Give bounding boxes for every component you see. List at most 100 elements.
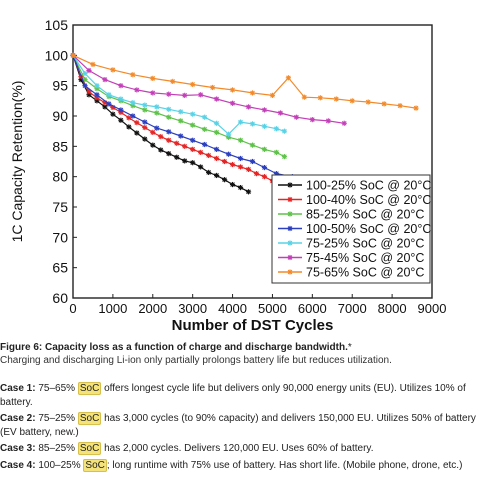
data-point xyxy=(245,189,252,195)
marker-stroke xyxy=(198,164,203,170)
data-point xyxy=(178,109,184,115)
marker-stroke xyxy=(246,167,251,172)
data-point xyxy=(229,87,236,93)
marker-stroke xyxy=(86,68,92,73)
data-point xyxy=(229,161,236,168)
marker-stroke xyxy=(262,147,267,152)
data-point xyxy=(178,118,184,124)
marker-stroke xyxy=(94,83,100,89)
marker-stroke xyxy=(118,117,124,123)
data-point xyxy=(126,115,132,121)
data-point xyxy=(166,129,172,135)
marker-stroke xyxy=(365,99,371,105)
data-point xyxy=(134,120,140,126)
marker-stroke xyxy=(325,118,331,124)
legend-entry: 100-25% SoC @ 20°C xyxy=(278,179,431,193)
marker-stroke xyxy=(333,96,339,102)
marker-stroke xyxy=(250,90,255,96)
marker-stroke xyxy=(287,211,293,217)
data-point xyxy=(214,172,220,179)
data-point xyxy=(381,101,387,107)
marker-stroke xyxy=(106,92,112,98)
legend-swatch-marker xyxy=(287,182,293,188)
marker-stroke xyxy=(170,79,176,84)
data-point xyxy=(325,118,331,124)
data-point xyxy=(301,94,307,100)
marker-stroke xyxy=(178,133,184,139)
soc-highlight: SoC xyxy=(77,412,102,425)
data-point xyxy=(190,146,196,152)
data-point xyxy=(277,110,284,116)
data-point xyxy=(249,90,256,96)
data-point xyxy=(190,160,196,166)
y-tick-label: 105 xyxy=(45,17,69,33)
marker-stroke xyxy=(246,189,251,195)
marker-stroke xyxy=(397,103,403,109)
data-point xyxy=(349,98,355,104)
data-point xyxy=(237,155,244,162)
data-point xyxy=(106,101,112,107)
data-point xyxy=(166,106,172,112)
marker-stroke xyxy=(238,185,243,190)
marker-stroke xyxy=(238,156,243,161)
marker-stroke xyxy=(341,120,347,126)
x-tick-label: 8000 xyxy=(378,301,407,316)
marker-stroke xyxy=(150,76,156,81)
marker-stroke xyxy=(262,123,267,129)
data-point xyxy=(170,78,176,85)
data-point xyxy=(206,169,212,176)
data-point xyxy=(118,96,124,102)
marker-stroke xyxy=(287,255,293,260)
y-tick-label: 90 xyxy=(52,108,68,124)
marker-stroke xyxy=(142,136,148,142)
marker-stroke xyxy=(413,105,419,111)
data-point xyxy=(202,114,208,120)
marker-stroke xyxy=(166,151,172,156)
marker-stroke xyxy=(214,173,219,178)
marker-stroke xyxy=(210,85,215,90)
data-point xyxy=(70,52,76,58)
data-point xyxy=(214,120,220,126)
marker-stroke xyxy=(150,90,156,96)
marker-stroke xyxy=(226,131,231,137)
data-point xyxy=(261,123,268,129)
case-1-continuation: battery. xyxy=(0,396,33,408)
case-3: Case 3: 85–25% SoC has 2,000 cycles. Del… xyxy=(0,442,480,456)
data-point xyxy=(198,92,204,98)
series-line xyxy=(72,55,293,178)
data-point xyxy=(214,96,220,102)
data-point xyxy=(229,181,236,188)
data-point xyxy=(273,126,280,132)
legend-entry: 100-40% SoC @ 20°C xyxy=(278,193,431,207)
marker-stroke xyxy=(166,137,172,143)
marker-stroke xyxy=(270,93,275,98)
data-point xyxy=(261,174,268,180)
marker-stroke xyxy=(287,226,293,231)
legend-swatch-marker xyxy=(287,269,293,275)
case-text-pre: 75–25% xyxy=(35,413,78,424)
soc-highlight: SoC xyxy=(77,442,102,455)
x-tick-label: 7000 xyxy=(338,301,367,316)
marker-stroke xyxy=(274,126,279,132)
data-point xyxy=(154,110,160,116)
data-point xyxy=(249,142,256,148)
marker-stroke xyxy=(134,87,140,93)
legend-label: 75-45% SoC @ 20°C xyxy=(306,251,424,265)
data-point xyxy=(154,104,160,110)
marker-stroke xyxy=(262,165,267,170)
data-point xyxy=(261,107,268,113)
data-point xyxy=(249,158,256,165)
data-point xyxy=(261,146,268,152)
marker-stroke xyxy=(349,98,355,104)
data-point xyxy=(281,154,288,160)
data-point xyxy=(214,129,220,135)
marker-stroke xyxy=(202,142,207,147)
case-text: ; long runtime with 75% use of battery. … xyxy=(106,459,463,471)
marker-stroke xyxy=(154,104,160,110)
soc-highlight: SoC xyxy=(77,382,102,395)
data-point xyxy=(229,100,236,106)
marker-stroke xyxy=(166,106,172,112)
data-point xyxy=(86,89,92,95)
data-point xyxy=(261,164,268,171)
data-point xyxy=(118,107,124,113)
